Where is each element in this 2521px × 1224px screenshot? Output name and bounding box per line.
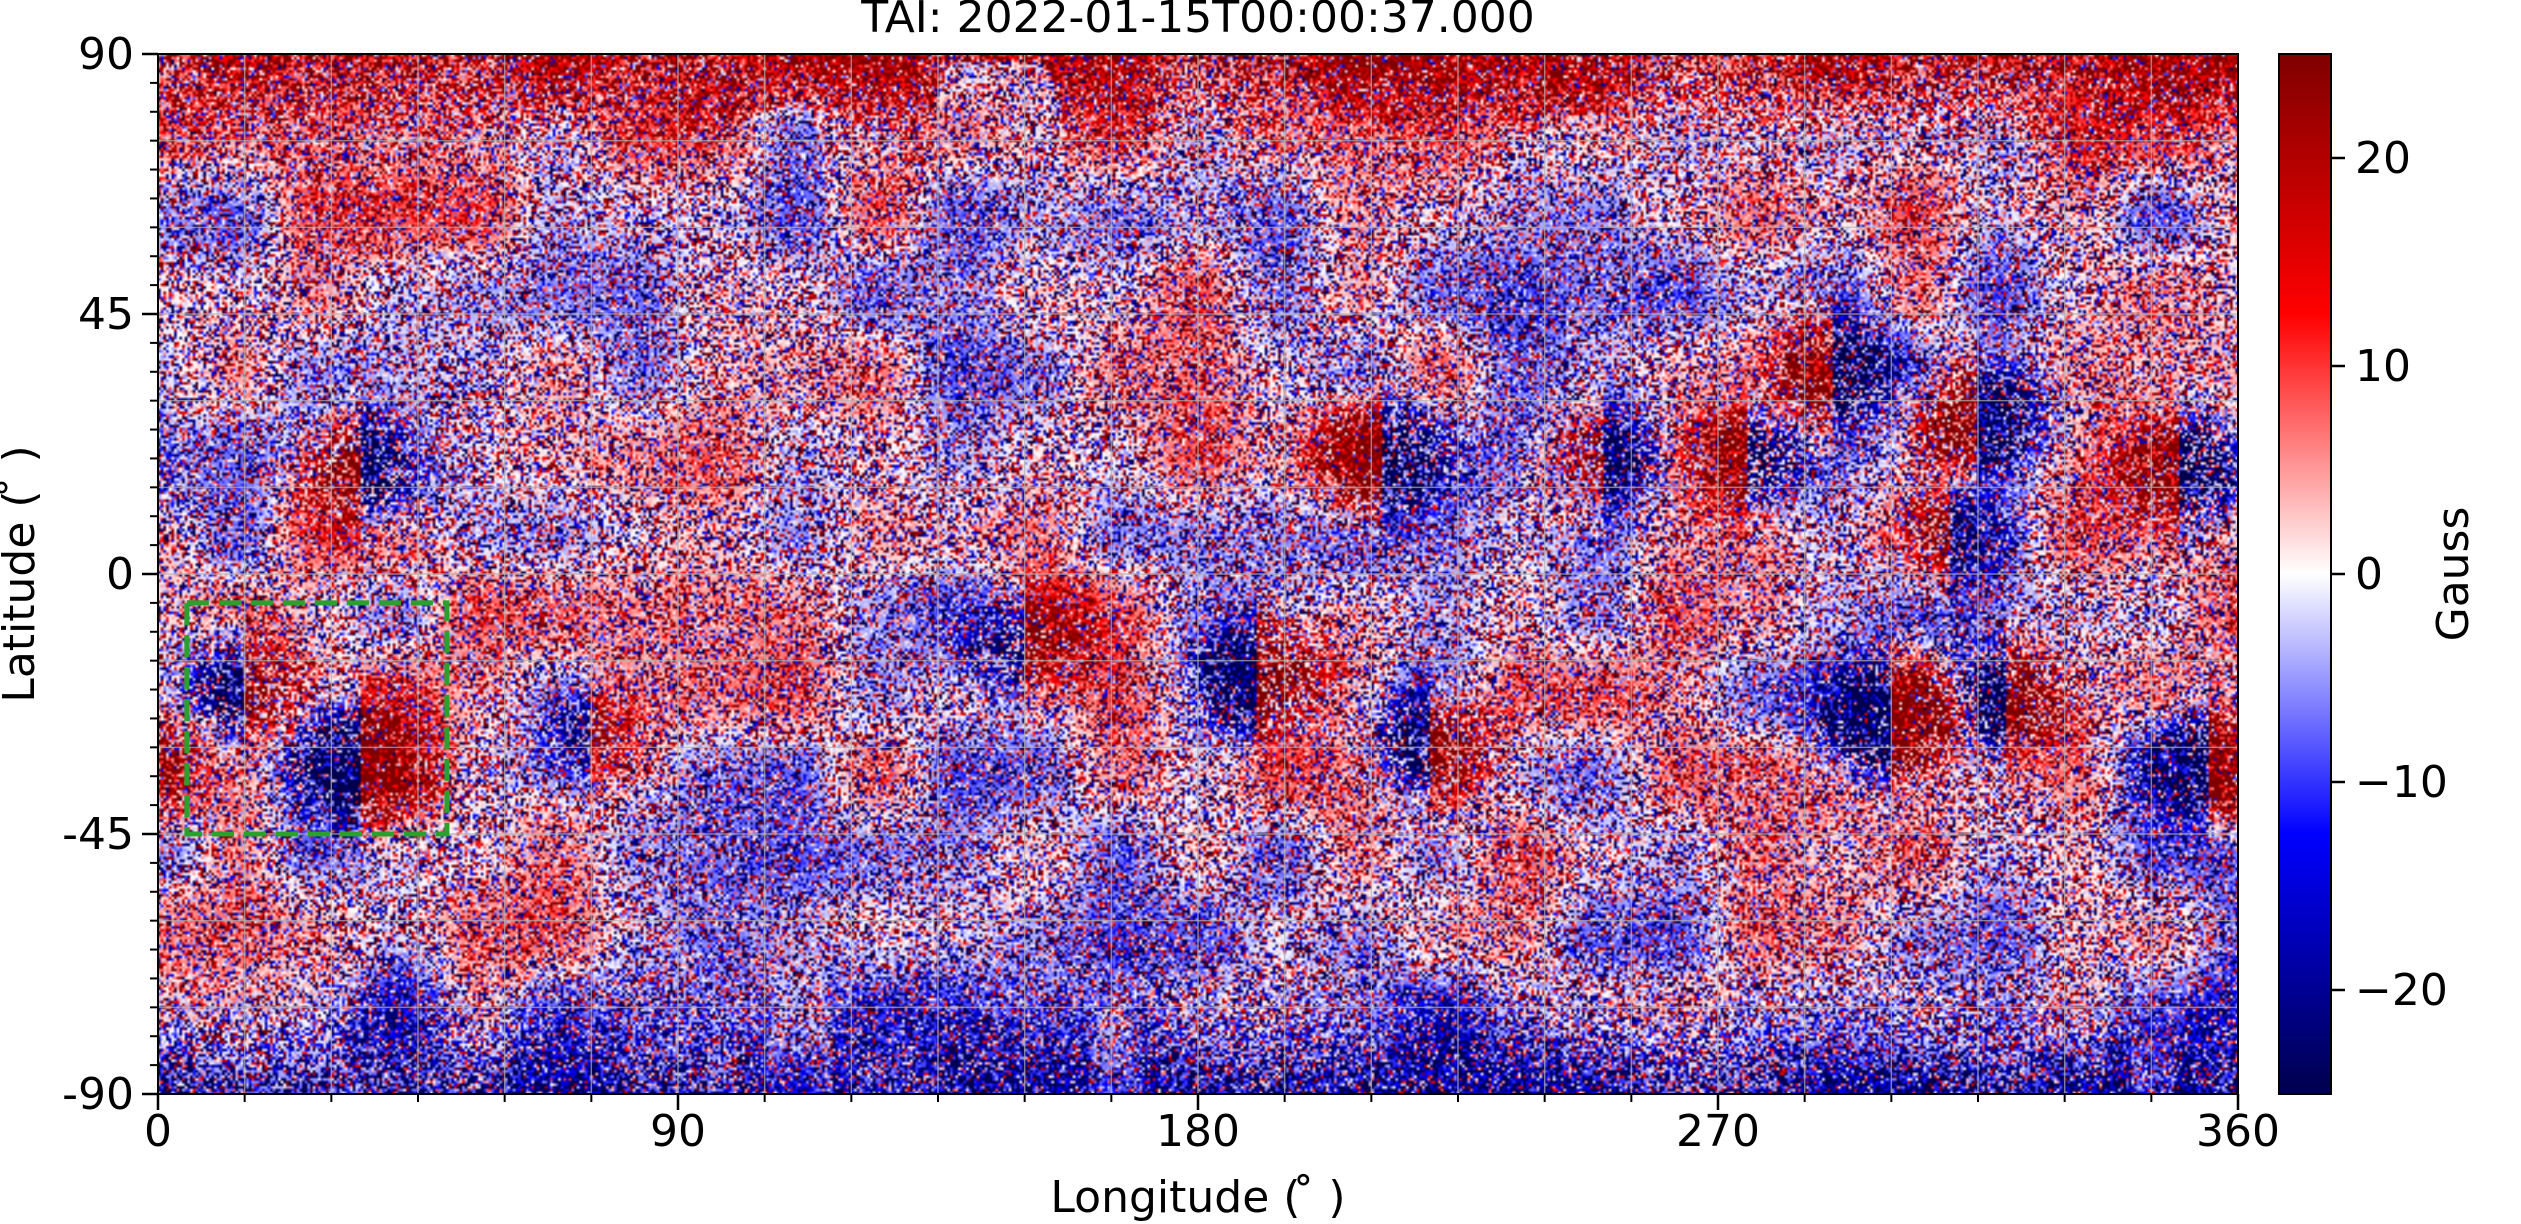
chart-title: TAI: 2022-01-15T00:00:37.000	[860, 0, 1535, 43]
y-tick-label: -45	[62, 809, 134, 860]
x-tick-label: 0	[144, 1106, 172, 1157]
colorbar-ticks: −20 −10 0 10 20	[2331, 133, 2448, 1016]
y-tick-label: -90	[62, 1069, 134, 1120]
plot-area	[157, 53, 2239, 1095]
colorbar-tick-label: 0	[2355, 549, 2383, 600]
colorbar-gradient	[2278, 53, 2332, 1095]
highlight-box	[184, 600, 450, 837]
y-tick-label: 90	[78, 29, 134, 80]
colorbar-tick-label: 20	[2355, 133, 2411, 184]
y-axis-label: Latitude ( ̊ )	[0, 445, 45, 702]
x-tick-label: 270	[1676, 1106, 1760, 1157]
y-axis-ticks: -90 -45 0 45 90	[62, 29, 158, 1120]
x-tick-label: 360	[2196, 1106, 2280, 1157]
y-tick-label: 45	[78, 289, 134, 340]
x-tick-label: 90	[650, 1106, 706, 1157]
grid-lines	[158, 54, 2238, 1094]
colorbar: −20 −10 0 10 20 Gauss	[2278, 53, 2479, 1095]
x-axis-ticks: 0 90 180 270 360	[144, 1094, 2280, 1157]
colorbar-tick-label: −10	[2355, 757, 2448, 808]
colorbar-tick-label: 10	[2355, 341, 2411, 392]
x-tick-label: 180	[1156, 1106, 1240, 1157]
x-axis-label: Longitude ( ̊ )	[1050, 1172, 1345, 1223]
colorbar-label: Gauss	[2428, 507, 2479, 642]
y-tick-label: 0	[106, 549, 134, 600]
colorbar-tick-label: −20	[2355, 965, 2448, 1016]
